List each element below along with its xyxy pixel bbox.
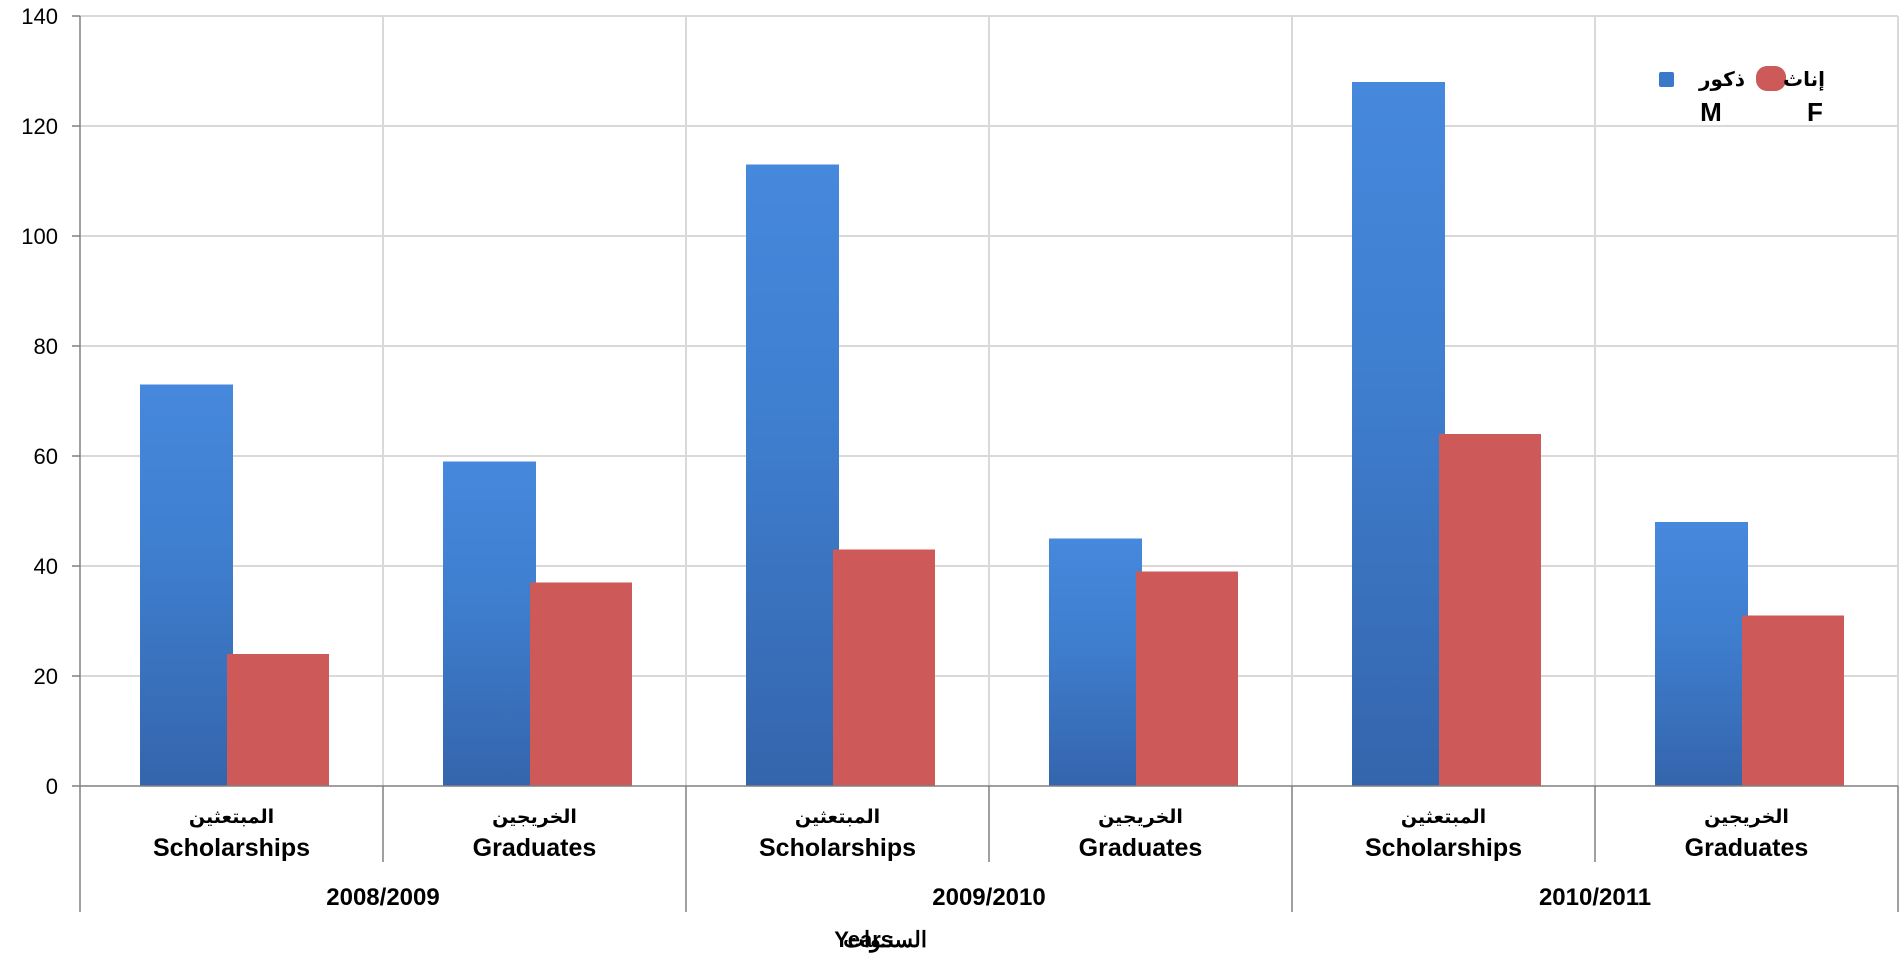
legend: ذكور M إناث F [1659, 66, 1825, 127]
category-label-en: Scholarships [153, 834, 310, 862]
bar-f [833, 549, 935, 786]
y-tick-label: 140 [21, 4, 58, 29]
group-label: 2010/2011 [1539, 884, 1651, 911]
x-axis-title-ar: السنـوات [843, 927, 927, 953]
y-tick-label: 80 [34, 334, 58, 359]
legend-label-m-en: M [1700, 97, 1722, 127]
category-label-en: Graduates [473, 834, 597, 862]
bar-m [1352, 82, 1445, 786]
legend-label-f-en: F [1807, 97, 1823, 127]
category-label-en: Scholarships [759, 834, 916, 862]
category-label-en: Graduates [1685, 834, 1809, 862]
y-tick-label: 60 [34, 444, 58, 469]
y-tick-label: 40 [34, 554, 58, 579]
legend-label-m-ar: ذكور [1698, 67, 1745, 91]
bar-m [1049, 538, 1142, 786]
bar-f [1136, 571, 1238, 786]
y-tick-label: 120 [21, 114, 58, 139]
group-label: 2008/2009 [326, 884, 439, 911]
bar-f [1439, 434, 1541, 786]
bar-f [1742, 615, 1844, 786]
bar-m [443, 461, 536, 786]
legend-swatch-m [1659, 72, 1674, 87]
category-label-ar: المبتعثين [795, 806, 880, 828]
bar-f [227, 654, 329, 786]
y-tick-label: 100 [21, 224, 58, 249]
axes [79, 16, 1899, 912]
group-label: 2009/2010 [932, 884, 1045, 911]
category-label-en: Graduates [1079, 834, 1203, 862]
category-label-ar: المبتعثين [189, 806, 274, 828]
x-axis-title-en: Years [834, 927, 893, 952]
bar-m [1655, 522, 1748, 786]
bars [140, 82, 1844, 786]
x-axis-labels: المبتعثين Scholarships الخريجين Graduates ال… [153, 806, 1808, 911]
category-label-ar: الخريجين [1704, 806, 1789, 828]
y-axis-ticks: 0 20 40 60 80 100 120 140 [21, 4, 80, 799]
bar-m [140, 384, 233, 786]
bar-f [530, 582, 632, 786]
legend-swatch-f [1756, 66, 1786, 91]
category-label-en: Scholarships [1365, 834, 1522, 862]
category-label-ar: الخريجين [1098, 806, 1183, 828]
category-label-ar: الخريجين [492, 806, 577, 828]
legend-label-f-ar: إناث [1783, 67, 1825, 91]
y-tick-label: 20 [34, 664, 58, 689]
y-tick-label: 0 [46, 774, 58, 799]
gridlines [80, 15, 1899, 786]
bar-m [746, 164, 839, 786]
category-label-ar: المبتعثين [1401, 806, 1486, 828]
